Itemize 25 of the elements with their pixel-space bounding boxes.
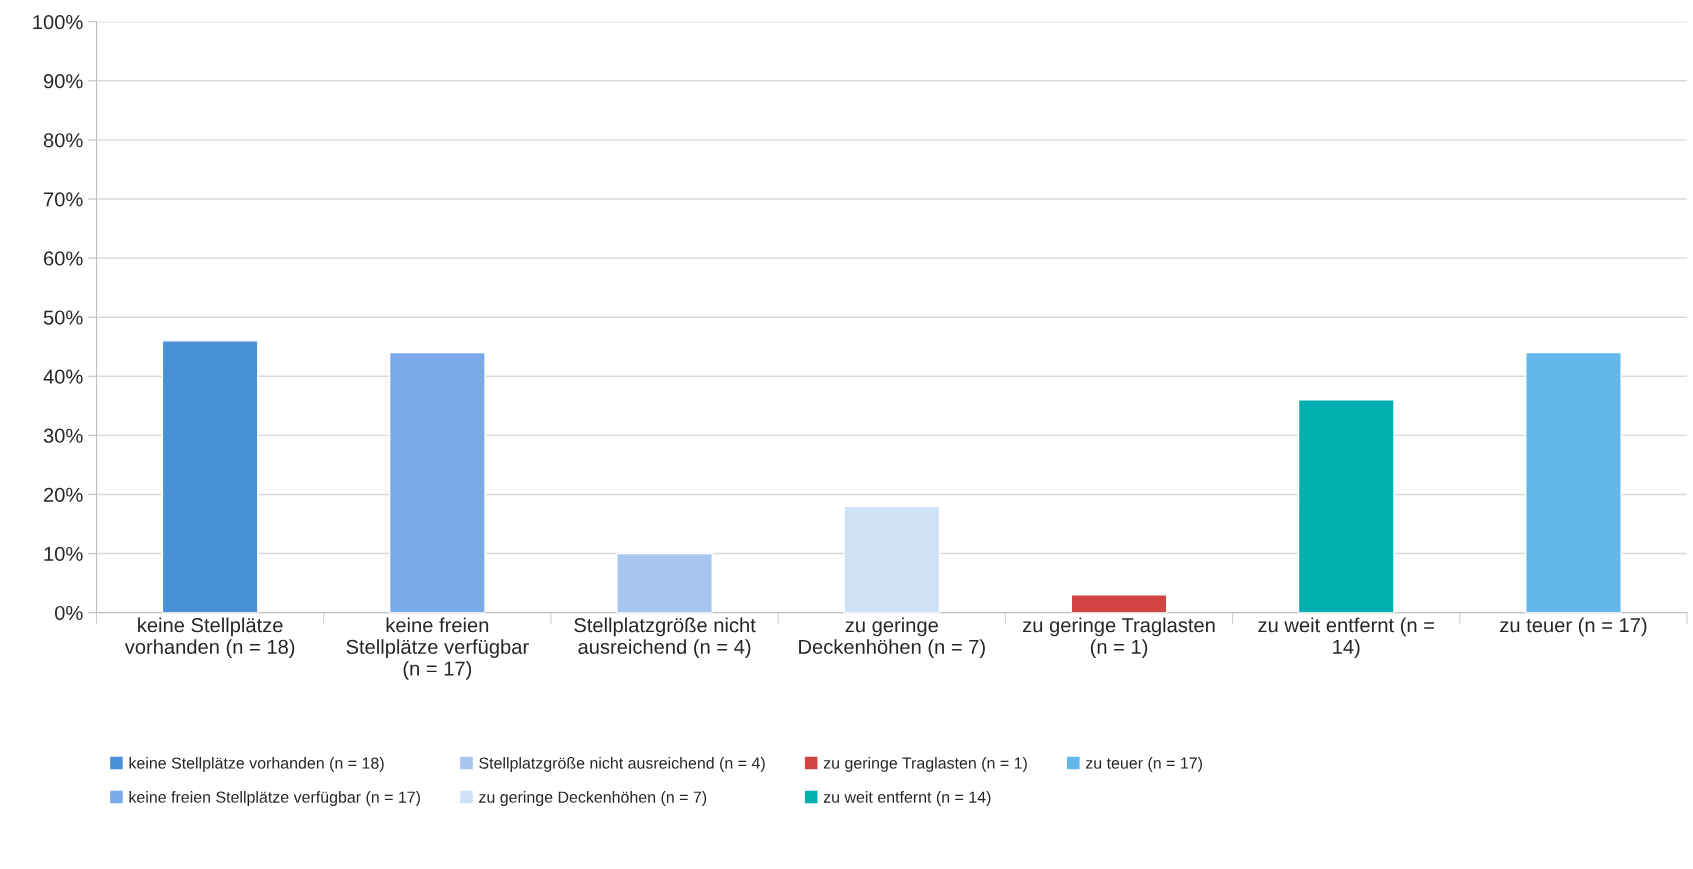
- legend-label: zu teuer (n = 17): [1085, 757, 1202, 772]
- y-tick-label: 50%: [43, 310, 83, 325]
- legend-label: zu geringe Traglasten (n = 1): [823, 757, 1027, 772]
- x-tick-label: zu teuer (n = 17): [1500, 617, 1647, 637]
- y-tick-label: 10%: [44, 546, 83, 562]
- y-tick-label: 80%: [43, 133, 83, 148]
- x-tick-label: Stellplatzgröße nicht ausreichend (n = 4): [574, 617, 756, 658]
- y-tick-label: 20%: [44, 487, 83, 502]
- legend-label: zu weit entfernt (n = 14): [823, 791, 991, 806]
- y-tick-label: 0%: [54, 605, 83, 621]
- x-tick-label: keine Stellplätze vorhanden (n = 18): [124, 617, 295, 658]
- legend-label: Stellplatzgröße nicht ausreichend (n = 4): [479, 757, 765, 772]
- legend-label: keine freien Stellplätze verfügbar (n = 17): [129, 791, 420, 806]
- x-tick-label: keine freien Stellplätze verfügbar (n = 17): [346, 617, 529, 680]
- y-tick-label: 60%: [44, 251, 83, 266]
- y-tick-label: 70%: [44, 192, 83, 207]
- y-tick-label: 90%: [43, 74, 83, 89]
- x-tick-label: zu geringe Traglasten (n = 1): [1022, 617, 1215, 658]
- y-tick-label: 30%: [43, 428, 83, 443]
- y-tick-label: 100%: [33, 14, 83, 30]
- legend-label: keine Stellplätze vorhanden (n = 18): [129, 757, 384, 772]
- x-tick-label: zu weit entfernt (n = 14): [1258, 617, 1434, 658]
- y-tick-label: 40%: [43, 369, 83, 384]
- legend-label: zu geringe Deckenhöhen (n = 7): [479, 791, 707, 806]
- x-tick-label: zu geringe Deckenhöhen (n = 7): [799, 617, 985, 658]
